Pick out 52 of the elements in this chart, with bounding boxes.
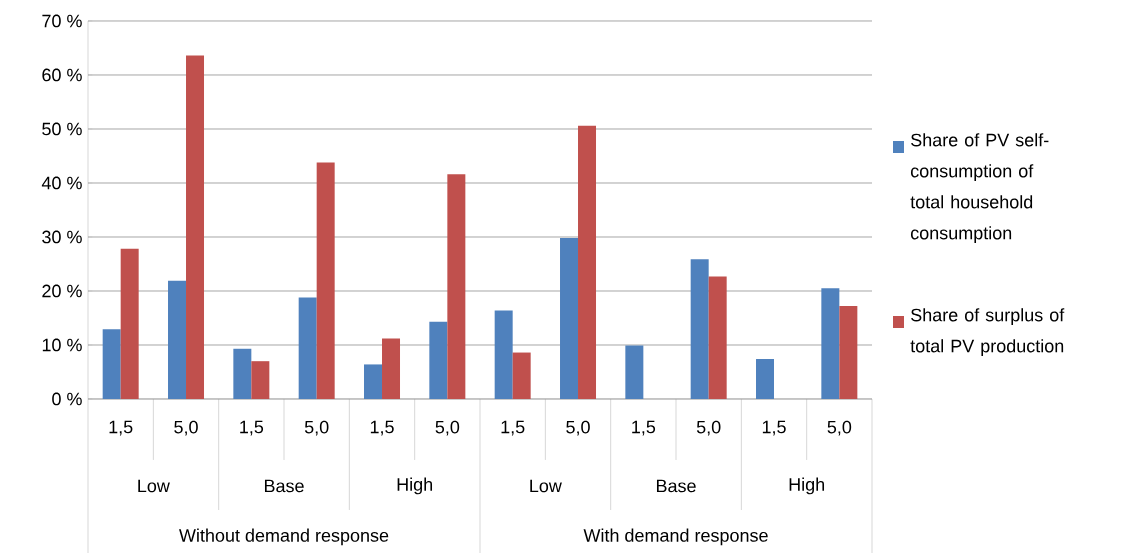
x-tick-label: 1,5 xyxy=(240,420,264,436)
x-tick-label: 1,5 xyxy=(501,420,525,436)
bar xyxy=(447,174,466,399)
bar xyxy=(512,352,531,399)
bar xyxy=(186,55,205,399)
y-tick-label: 50 % xyxy=(42,122,82,136)
bar xyxy=(708,276,727,399)
y-tick-label: 10 % xyxy=(42,338,82,352)
x-tick-label: 5,0 xyxy=(696,420,721,436)
legend-label: Share of PV self-consumption of total household consumption xyxy=(910,133,1049,243)
text: Without demand response xyxy=(179,528,389,546)
bar xyxy=(494,310,513,399)
bar xyxy=(429,321,448,399)
y-tick-label: 70 % xyxy=(42,14,82,28)
y-tick-label: 40 % xyxy=(41,176,82,190)
x-tick-label: 1,5 xyxy=(109,420,133,436)
bar xyxy=(382,338,401,399)
x-tick-label: 1,5 xyxy=(762,420,786,436)
bar xyxy=(560,238,579,399)
bar xyxy=(233,348,252,399)
x-tick-label: 5,0 xyxy=(174,420,198,436)
text: Base xyxy=(656,479,696,493)
bar xyxy=(821,288,840,399)
legend-label: Share of surplus of total PV production xyxy=(910,308,1065,356)
x-tick-label: 1,5 xyxy=(370,420,394,436)
x-tick-label: 5,0 xyxy=(566,420,590,436)
bar xyxy=(316,162,335,399)
text: High xyxy=(789,477,825,495)
x-tick-label: 5,0 xyxy=(827,420,852,436)
bar xyxy=(690,259,709,399)
y-tick-label: 60 % xyxy=(42,68,82,82)
bar xyxy=(625,345,644,399)
bar xyxy=(298,297,317,399)
bar xyxy=(251,361,270,399)
text: Low xyxy=(530,479,562,493)
bar xyxy=(120,248,139,399)
y-tick-label: 20 % xyxy=(42,284,82,298)
y-tick-label: 0 % xyxy=(52,392,82,406)
bar xyxy=(168,280,187,399)
text: With demand response xyxy=(583,528,768,546)
x-tick-label: 5,0 xyxy=(435,420,460,436)
bar xyxy=(839,306,858,399)
bar xyxy=(756,359,775,399)
bar xyxy=(578,125,597,399)
text: Base xyxy=(264,479,304,493)
text: High xyxy=(397,477,433,495)
bar xyxy=(364,364,383,399)
x-tick-label: 1,5 xyxy=(632,420,656,436)
y-tick-label: 30 % xyxy=(42,230,82,244)
bar xyxy=(102,329,121,399)
x-tick-label: 5,0 xyxy=(304,420,329,436)
text: Low xyxy=(138,479,170,493)
